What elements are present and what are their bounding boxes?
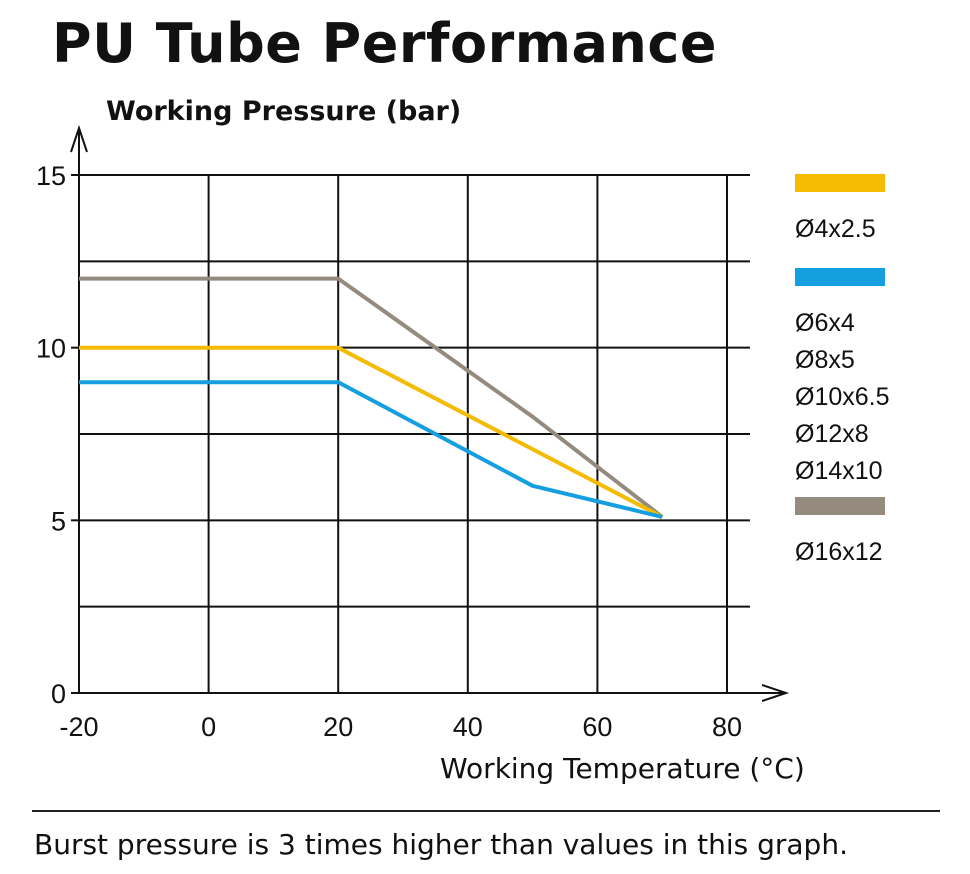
series-line-blue [79, 380, 663, 519]
x-tick-label: 40 [453, 712, 483, 742]
legend-label: Ø16x12 [795, 538, 883, 566]
x-tick-label: 60 [582, 712, 612, 742]
grid [79, 174, 750, 693]
legend-swatch-gray [795, 497, 885, 515]
legend-label: Ø14x10 [795, 457, 883, 485]
footnote: Burst pressure is 3 times higher than va… [34, 828, 848, 861]
y-axis-label: Working Pressure (bar) [106, 96, 462, 127]
x-tick-label: -20 [59, 712, 98, 742]
x-tick-label: 0 [201, 712, 216, 742]
legend-label: Ø8x5 [795, 346, 855, 374]
legend-label: Ø6x4 [795, 309, 855, 337]
series-line-yellow [79, 345, 664, 519]
legend-label: Ø12x8 [795, 420, 869, 448]
x-axis-label: Working Temperature (°C) [440, 752, 805, 785]
y-tick-label: 10 [36, 334, 66, 364]
legend: Ø4x2.5 Ø6x4 Ø8x5 Ø10x6.5 Ø12x8 Ø14x10 Ø16x12 [795, 174, 890, 566]
legend-label: Ø10x6.5 [795, 383, 890, 411]
x-tick-label: 20 [323, 712, 353, 742]
page-title: PU Tube Performance [52, 12, 717, 75]
y-axis-arrow [70, 124, 88, 153]
legend-label: Ø4x2.5 [795, 215, 876, 243]
series-lines [79, 276, 664, 519]
x-axis-arrow [761, 684, 790, 702]
legend-swatch-yellow [795, 174, 885, 192]
series-line-gray [79, 276, 664, 519]
x-tick-label: 80 [712, 712, 742, 742]
legend-swatch-blue [795, 268, 885, 286]
axes [70, 124, 790, 702]
y-tick-label: 5 [51, 506, 66, 536]
y-tick-label: 0 [51, 679, 66, 709]
divider [32, 810, 940, 812]
y-tick-label: 15 [36, 161, 66, 191]
